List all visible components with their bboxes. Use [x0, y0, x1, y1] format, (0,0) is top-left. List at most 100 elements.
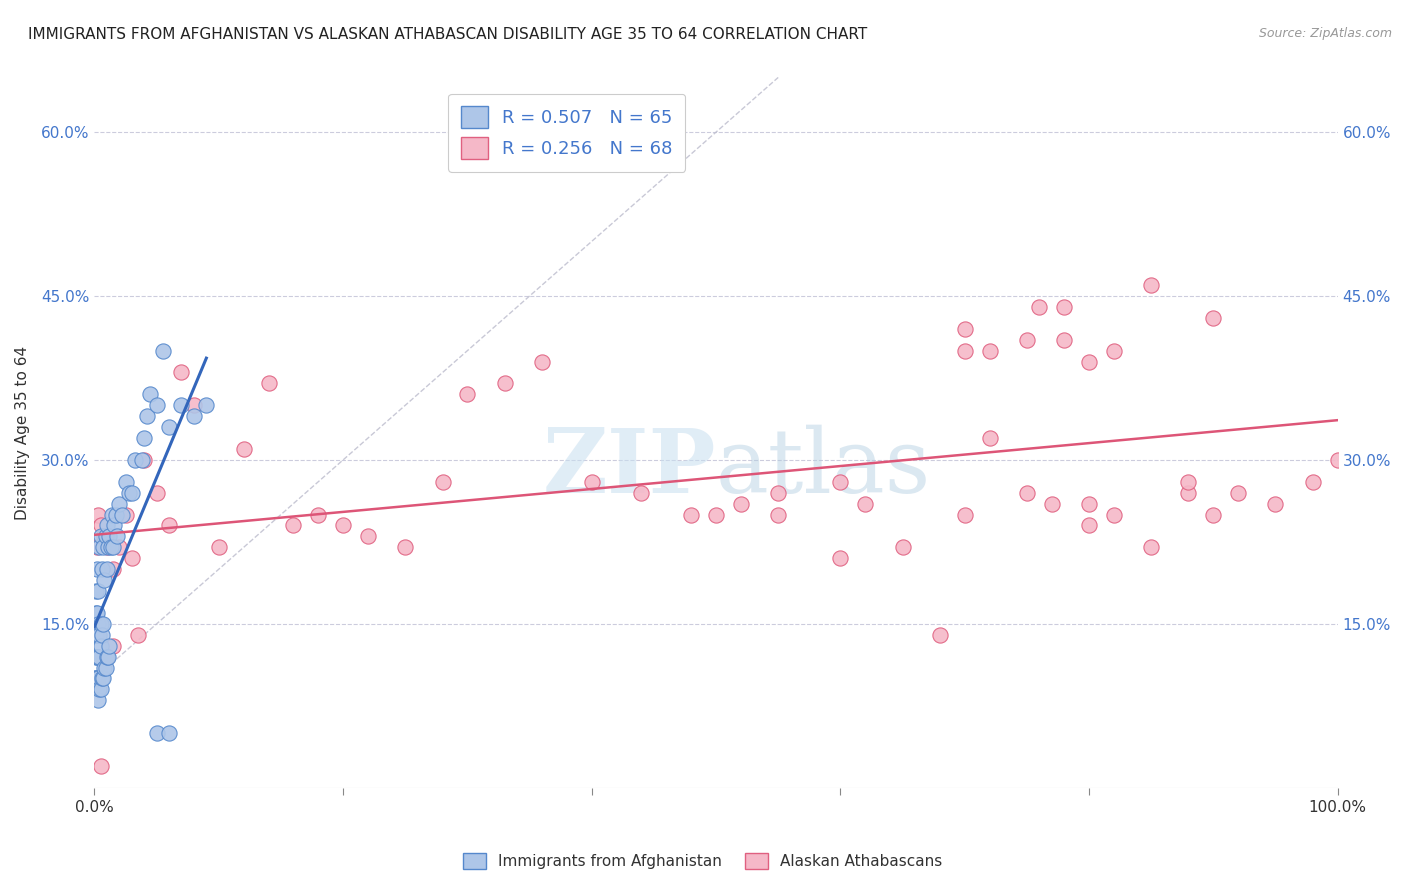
- Point: [121, 485, 143, 500]
- Point: [91, 616, 114, 631]
- Point: [93, 529, 115, 543]
- Point: [89, 649, 111, 664]
- Point: [90, 682, 112, 697]
- Point: [87, 616, 110, 631]
- Point: [1202, 508, 1225, 522]
- Text: atlas: atlas: [716, 425, 931, 512]
- Point: [90, 518, 112, 533]
- Point: [830, 475, 852, 489]
- Point: [89, 541, 111, 555]
- Point: [87, 649, 110, 664]
- Point: [96, 649, 118, 664]
- Point: [83, 672, 105, 686]
- Point: [90, 672, 112, 686]
- Point: [1264, 497, 1286, 511]
- Point: [195, 398, 218, 412]
- Point: [86, 562, 108, 576]
- Point: [1053, 333, 1076, 347]
- Point: [101, 541, 124, 555]
- Point: [103, 518, 125, 533]
- Point: [86, 649, 108, 664]
- Point: [94, 660, 117, 674]
- Point: [98, 639, 121, 653]
- Point: [1326, 453, 1348, 467]
- Point: [114, 475, 136, 489]
- Point: [86, 628, 108, 642]
- Point: [91, 541, 114, 555]
- Point: [357, 529, 380, 543]
- Point: [1177, 485, 1199, 500]
- Point: [157, 420, 180, 434]
- Point: [853, 497, 876, 511]
- Point: [90, 616, 112, 631]
- Point: [953, 508, 976, 522]
- Point: [1040, 497, 1063, 511]
- Point: [183, 409, 205, 424]
- Point: [96, 518, 118, 533]
- Point: [127, 628, 149, 642]
- Y-axis label: Disability Age 35 to 64: Disability Age 35 to 64: [15, 345, 30, 520]
- Point: [101, 508, 124, 522]
- Point: [121, 551, 143, 566]
- Point: [87, 508, 110, 522]
- Point: [93, 573, 115, 587]
- Point: [979, 431, 1001, 445]
- Point: [84, 628, 107, 642]
- Point: [1202, 310, 1225, 325]
- Point: [93, 660, 115, 674]
- Point: [953, 322, 976, 336]
- Point: [1015, 333, 1038, 347]
- Point: [1140, 278, 1163, 293]
- Point: [89, 628, 111, 642]
- Point: [96, 541, 118, 555]
- Point: [108, 497, 131, 511]
- Point: [86, 606, 108, 620]
- Point: [100, 541, 122, 555]
- Point: [157, 726, 180, 740]
- Text: ZIP: ZIP: [543, 425, 716, 512]
- Point: [157, 518, 180, 533]
- Legend: R = 0.507   N = 65, R = 0.256   N = 68: R = 0.507 N = 65, R = 0.256 N = 68: [449, 94, 686, 172]
- Point: [104, 508, 127, 522]
- Point: [97, 649, 120, 664]
- Point: [1078, 354, 1101, 368]
- Point: [830, 551, 852, 566]
- Point: [1053, 300, 1076, 314]
- Point: [108, 541, 131, 555]
- Point: [394, 541, 416, 555]
- Text: Source: ZipAtlas.com: Source: ZipAtlas.com: [1258, 27, 1392, 40]
- Point: [232, 442, 254, 456]
- Text: IMMIGRANTS FROM AFGHANISTAN VS ALASKAN ATHABASCAN DISABILITY AGE 35 TO 64 CORREL: IMMIGRANTS FROM AFGHANISTAN VS ALASKAN A…: [28, 27, 868, 42]
- Point: [1140, 541, 1163, 555]
- Point: [87, 584, 110, 599]
- Point: [183, 398, 205, 412]
- Point: [979, 343, 1001, 358]
- Point: [105, 529, 128, 543]
- Point: [283, 518, 305, 533]
- Point: [170, 398, 193, 412]
- Point: [90, 628, 112, 642]
- Point: [145, 485, 167, 500]
- Point: [87, 693, 110, 707]
- Point: [134, 453, 156, 467]
- Point: [208, 541, 231, 555]
- Point: [257, 376, 280, 391]
- Point: [84, 606, 107, 620]
- Point: [928, 628, 950, 642]
- Point: [84, 584, 107, 599]
- Point: [90, 759, 112, 773]
- Point: [1078, 518, 1101, 533]
- Point: [134, 431, 156, 445]
- Point: [124, 453, 146, 467]
- Point: [89, 682, 111, 697]
- Point: [145, 726, 167, 740]
- Point: [96, 562, 118, 576]
- Point: [86, 541, 108, 555]
- Point: [766, 508, 789, 522]
- Point: [1177, 475, 1199, 489]
- Point: [139, 387, 162, 401]
- Point: [307, 508, 329, 522]
- Point: [170, 366, 193, 380]
- Point: [86, 672, 108, 686]
- Point: [97, 541, 120, 555]
